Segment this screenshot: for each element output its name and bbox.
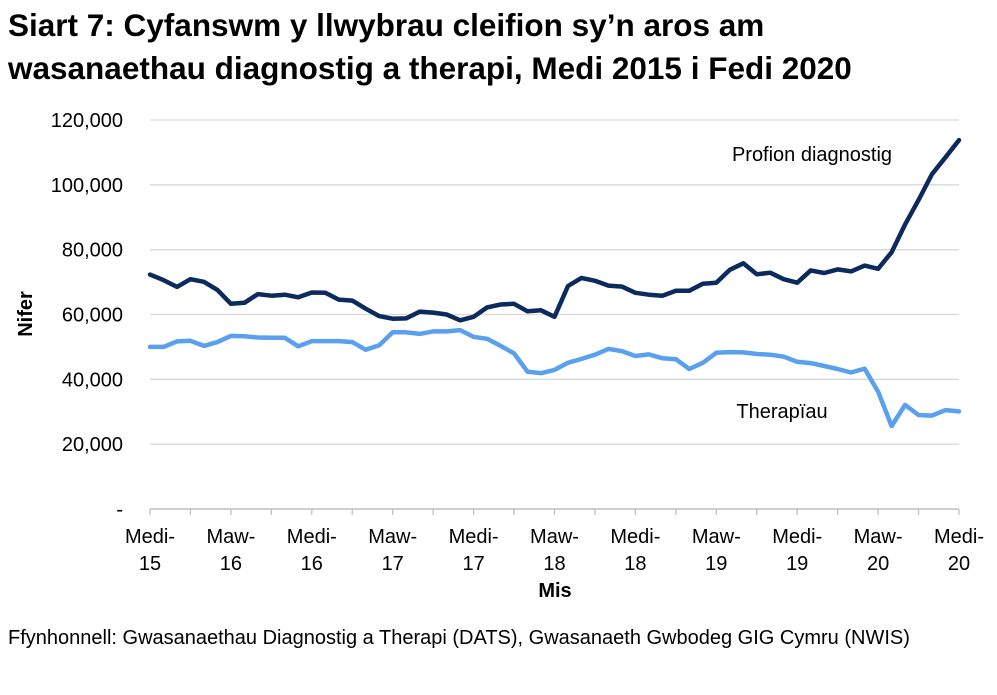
y-tick-label: 40,000	[62, 369, 123, 391]
y-tick-label: 100,000	[51, 175, 123, 197]
axes	[149, 508, 960, 515]
chart-title-line-1: Siart 7: Cyfanswm y llwybrau cleifion sy…	[8, 7, 765, 43]
x-tick-label-year: 16	[301, 553, 323, 575]
axis-labels: - 20,000 40,000 60,000 80,000 100,000 120,000 M…	[15, 110, 984, 602]
line-chart: - 20,000 40,000 60,000 80,000 100,000 120,000 M…	[15, 110, 984, 602]
y-tick-label: 120,000	[51, 110, 123, 132]
series-label-diagnostic: Profion diagnostig	[732, 144, 892, 166]
x-tick-label-month: Medi-	[772, 526, 822, 548]
gridlines	[150, 119, 959, 445]
series-line-therapy	[147, 327, 962, 429]
chart-title: Siart 7: Cyfanswm y llwybrau cleifion sy…	[8, 4, 993, 90]
x-tick-label-month: Medi-	[287, 526, 337, 548]
x-tick-label-month: Maw-	[530, 526, 579, 548]
x-tick-label-year: 17	[382, 553, 404, 575]
x-tick-label-month: Medi-	[125, 526, 175, 548]
x-tick-label-month: Maw-	[368, 526, 417, 548]
x-tick-label-month: Maw-	[854, 526, 903, 548]
y-tick-label: -	[116, 499, 123, 521]
series-label-therapy: Therapïau	[736, 401, 827, 423]
x-tick-label-month: Maw-	[206, 526, 255, 548]
y-tick-label: 20,000	[62, 434, 123, 456]
y-axis-title: Nifer	[15, 291, 37, 337]
series-lines	[147, 137, 962, 429]
x-tick-label-year: 18	[543, 553, 565, 575]
x-tick-label-year: 18	[624, 553, 646, 575]
series-line-diagnostic	[147, 137, 962, 323]
x-tick-label-month: Maw-	[692, 526, 741, 548]
x-tick-label-month: Medi-	[934, 526, 984, 548]
x-tick-label-month: Medi-	[449, 526, 499, 548]
y-tick-label: 80,000	[62, 240, 123, 262]
x-tick-label-year: 19	[705, 553, 727, 575]
x-tick-label-year: 20	[867, 553, 889, 575]
chart-title-line-2: wasanaethau diagnostig a therapi, Medi 2…	[8, 50, 852, 86]
source-note: Ffynhonnell: Gwasanaethau Diagnostig a T…	[8, 627, 910, 649]
x-tick-label-year: 16	[220, 553, 242, 575]
x-tick-label-year: 19	[786, 553, 808, 575]
x-tick-label-year: 17	[462, 553, 484, 575]
x-tick-label-year: 20	[948, 553, 970, 575]
x-tick-label-year: 15	[139, 553, 161, 575]
y-tick-label: 60,000	[62, 305, 123, 327]
x-tick-label-month: Medi-	[610, 526, 660, 548]
x-axis-title: Mis	[538, 580, 571, 602]
